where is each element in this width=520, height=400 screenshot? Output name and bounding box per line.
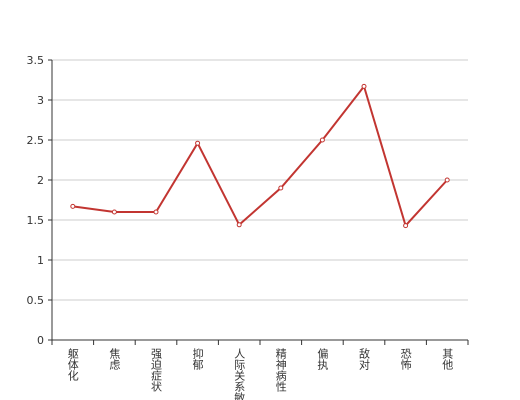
x-tick-label: 偏执 — [316, 347, 329, 371]
point — [70, 203, 76, 209]
x-tick-label: 恐怖 — [399, 348, 412, 370]
point — [195, 140, 201, 146]
y-tick-label: 0 — [37, 334, 44, 347]
point — [361, 83, 367, 89]
point — [153, 209, 159, 215]
x-tick-label: 其他 — [441, 348, 454, 370]
x-tick-label: 敌对 — [358, 347, 371, 370]
point — [278, 185, 284, 191]
y-tick-label: 3.5 — [27, 54, 45, 67]
x-tick-label: 抑郁 — [191, 347, 204, 370]
x-tick-label: 焦虑 — [108, 348, 121, 370]
y-tick-label: 3 — [37, 94, 44, 107]
x-tick-label: 人际关系敏感 — [233, 348, 246, 400]
x-tick-label: 精神病性 — [274, 348, 287, 393]
point — [111, 209, 117, 215]
y-tick-label: 0.5 — [27, 294, 45, 307]
line — [72, 84, 448, 228]
point — [403, 223, 409, 229]
y-tick-label: 2 — [37, 174, 44, 187]
y-tick-label: 1.5 — [27, 214, 45, 227]
x-tick-label: 强迫症状 — [150, 348, 163, 392]
y-tick-label: 1 — [37, 254, 44, 267]
x-tick-label: 躯体化 — [66, 348, 79, 382]
point — [319, 137, 325, 143]
point — [236, 222, 242, 228]
y-tick-label: 2.5 — [27, 134, 45, 147]
point — [444, 177, 450, 183]
